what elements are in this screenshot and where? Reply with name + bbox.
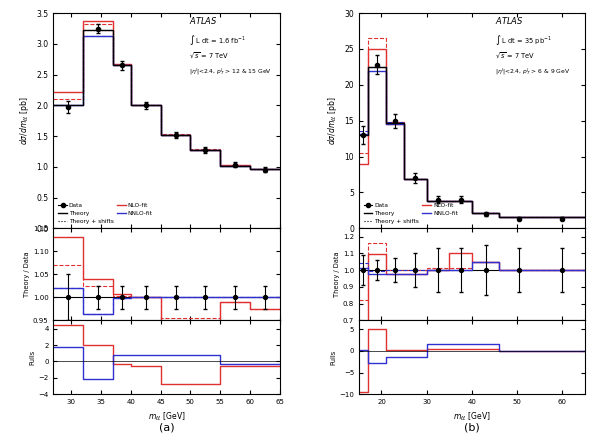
Y-axis label: Pulls: Pulls bbox=[330, 350, 336, 365]
Text: (b): (b) bbox=[464, 423, 480, 433]
Text: |$\eta^l$|<2.4, $p_T^l$ > 12 & 15 GeV: |$\eta^l$|<2.4, $p_T^l$ > 12 & 15 GeV bbox=[189, 67, 272, 77]
Text: $\sqrt{s}$ = 7 TeV: $\sqrt{s}$ = 7 TeV bbox=[189, 49, 229, 60]
Text: |$\eta^l$|<2.4, $p_T^l$ > 6 & 9 GeV: |$\eta^l$|<2.4, $p_T^l$ > 6 & 9 GeV bbox=[495, 67, 570, 77]
Text: $\int$ L dt = 35 pb$^{-1}$: $\int$ L dt = 35 pb$^{-1}$ bbox=[495, 32, 551, 46]
Y-axis label: Pulls: Pulls bbox=[30, 350, 36, 365]
Y-axis label: $d\sigma/dm_{\ell\ell}$ [pb]: $d\sigma/dm_{\ell\ell}$ [pb] bbox=[18, 96, 31, 145]
Y-axis label: Theory / Data: Theory / Data bbox=[24, 251, 30, 297]
Text: $\int$ L dt = 1.6 fb$^{-1}$: $\int$ L dt = 1.6 fb$^{-1}$ bbox=[189, 32, 247, 46]
Y-axis label: Theory / Data: Theory / Data bbox=[334, 251, 340, 297]
Y-axis label: $d\sigma/dm_{\ell\ell}$ [pb]: $d\sigma/dm_{\ell\ell}$ [pb] bbox=[326, 96, 339, 145]
Text: $\mathit{ATLAS}$: $\mathit{ATLAS}$ bbox=[495, 15, 523, 26]
Text: $\sqrt{s}$ = 7 TeV: $\sqrt{s}$ = 7 TeV bbox=[495, 49, 535, 60]
Legend: Data, Theory, Theory + shifts, NLO-fit, NNLO-fit: Data, Theory, Theory + shifts, NLO-fit, … bbox=[362, 201, 460, 225]
X-axis label: $m_{\ell\ell}$ [GeV]: $m_{\ell\ell}$ [GeV] bbox=[453, 410, 491, 423]
Legend: Data, Theory, Theory + shifts, NLO-fit, NNLO-fit: Data, Theory, Theory + shifts, NLO-fit, … bbox=[56, 201, 154, 225]
X-axis label: $m_{\ell\ell}$ [GeV]: $m_{\ell\ell}$ [GeV] bbox=[148, 410, 185, 423]
Text: $\mathit{ATLAS}$: $\mathit{ATLAS}$ bbox=[189, 15, 218, 26]
Text: (a): (a) bbox=[159, 423, 175, 433]
